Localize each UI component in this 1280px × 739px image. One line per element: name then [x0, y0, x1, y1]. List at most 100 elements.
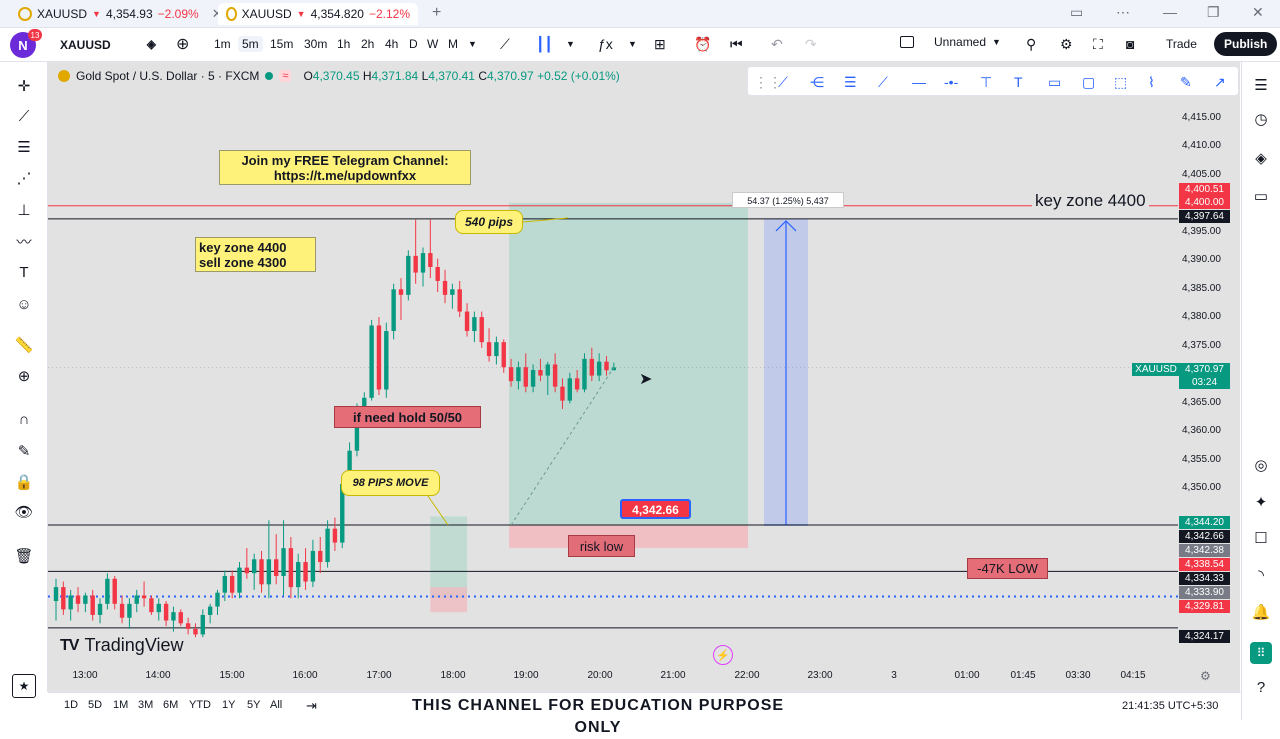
arrow-tool-icon[interactable]: ↗: [1214, 74, 1226, 90]
stream-icon[interactable]: ◝: [1258, 567, 1264, 584]
fib-retracement-icon[interactable]: ☰: [17, 139, 31, 156]
more-icon[interactable]: ⋯: [1116, 4, 1130, 20]
undo-icon[interactable]: ↶: [771, 36, 783, 52]
note-icon[interactable]: ▢: [1082, 74, 1096, 90]
range-6m[interactable]: 6M: [163, 699, 179, 711]
alerts-clock-icon[interactable]: ◷: [1254, 111, 1268, 128]
minimize-icon[interactable]: —: [1163, 4, 1177, 20]
clock-timezone[interactable]: 21:41:35 UTC+5:30: [1122, 700, 1219, 712]
timeframe-d[interactable]: D: [409, 37, 418, 51]
quick-search-icon[interactable]: ⚲: [1026, 36, 1037, 52]
layers-icon[interactable]: ◈: [1255, 150, 1267, 167]
trend-line-tool-icon[interactable]: ⟋: [778, 74, 788, 90]
candles-icon[interactable]: ┃┃: [536, 36, 553, 52]
chevron-down-icon[interactable]: ▼: [628, 39, 637, 49]
range-1m[interactable]: 1M: [113, 699, 129, 711]
help-icon[interactable]: ?: [1256, 678, 1266, 696]
timeframe-1m[interactable]: 1m: [214, 37, 231, 51]
line-chart-icon[interactable]: ⟋: [500, 36, 510, 52]
symbol-search-button[interactable]: XAUUSD ◈: [48, 33, 168, 57]
ruler-icon[interactable]: 📏: [14, 337, 34, 354]
range-3m[interactable]: 3M: [138, 699, 154, 711]
timeframe-4h[interactable]: 4h: [385, 37, 399, 51]
timeframe-15m[interactable]: 15m: [270, 37, 294, 51]
crosshair-icon[interactable]: ✛: [17, 78, 31, 95]
eye-icon[interactable]: 👁: [14, 504, 34, 521]
low-47k-note[interactable]: -47K LOW: [967, 558, 1048, 579]
redo-icon[interactable]: ↷: [805, 36, 817, 52]
alert-icon[interactable]: ⏰: [694, 36, 712, 52]
pitchfork-icon[interactable]: ⋲: [810, 74, 824, 90]
trash-icon[interactable]: 🗑: [14, 548, 34, 565]
chat-bubbles-icon[interactable]: ☐: [1254, 530, 1268, 547]
horizontal-line-icon[interactable]: —: [912, 74, 926, 90]
favorites-star-icon[interactable]: ★: [12, 674, 36, 698]
camera-icon[interactable]: ◙: [1126, 36, 1135, 52]
axis-settings-gear-icon[interactable]: ⚙: [1200, 669, 1211, 683]
lightning-icon[interactable]: ⚡: [713, 645, 733, 665]
target-icon[interactable]: ◎: [1254, 457, 1268, 474]
browser-tab-2[interactable]: XAUUSD ▼ 4,354.820 −2.12%: [218, 3, 418, 25]
range-ytd[interactable]: YTD: [189, 699, 211, 711]
telegram-note[interactable]: Join my FREE Telegram Channel: https://t…: [219, 150, 471, 185]
lock-drawing-icon[interactable]: ✎: [17, 443, 31, 460]
browser-tab-1[interactable]: XAUUSD ▼ 4,354.93 −2.09% ✕: [10, 3, 231, 25]
path-icon[interactable]: ⌇: [1148, 74, 1155, 90]
callout-icon[interactable]: ▭: [1048, 74, 1062, 90]
fib-icon[interactable]: ☰: [844, 74, 857, 90]
close-window-icon[interactable]: ✕: [1252, 4, 1264, 20]
keyzone-note[interactable]: key zone 4400 sell zone 4300: [195, 237, 316, 272]
brush-tool-icon[interactable]: ✎: [1180, 74, 1192, 90]
emoji-icon[interactable]: ☺: [16, 295, 32, 313]
range-5y[interactable]: 5Y: [247, 699, 261, 711]
key-zone-4400-label[interactable]: key zone 4400: [1032, 192, 1149, 209]
chat-icon[interactable]: ▭: [1253, 188, 1269, 205]
text-icon[interactable]: T: [19, 263, 29, 281]
timeframe-30m[interactable]: 30m: [304, 37, 328, 51]
close-tab-icon[interactable]: ✕: [212, 6, 223, 22]
vertical-line-icon[interactable]: ⊤: [980, 74, 993, 90]
entry-price-label[interactable]: 4,342.66: [620, 499, 691, 519]
range-1y[interactable]: 1Y: [222, 699, 236, 711]
layout-name-button[interactable]: Unnamed ▼: [900, 35, 1001, 49]
timeframe-m[interactable]: M: [448, 37, 458, 51]
hold-note[interactable]: if need hold 50/50: [334, 406, 481, 428]
notifications-icon[interactable]: 🔔: [1251, 604, 1271, 621]
restore-icon[interactable]: ❐: [1207, 4, 1220, 20]
brush-icon[interactable]: 〰: [16, 233, 32, 251]
chevron-down-icon[interactable]: ▼: [468, 39, 477, 49]
fullscreen-icon[interactable]: ⛶: [1093, 36, 1103, 52]
pips-540-callout[interactable]: 540 pips: [455, 210, 523, 234]
lock-icon[interactable]: 🔒: [14, 474, 34, 491]
drag-handle-icon[interactable]: ⋮⋮: [754, 74, 782, 90]
templates-icon[interactable]: ⊞: [654, 36, 666, 52]
screen-icon[interactable]: ▭: [1070, 4, 1084, 20]
apps-grid-icon[interactable]: ⠿: [1250, 642, 1272, 664]
timeframe-1h[interactable]: 1h: [337, 37, 351, 51]
publish-button[interactable]: Publish: [1214, 32, 1278, 56]
rectangle-icon[interactable]: ⬚: [1114, 74, 1128, 90]
range-1d[interactable]: 1D: [64, 699, 79, 711]
trend-line-icon[interactable]: ⟋: [18, 107, 30, 125]
watchlist-icon[interactable]: ☰: [1254, 77, 1268, 94]
chevron-down-icon[interactable]: ▼: [566, 39, 575, 49]
replay-icon[interactable]: ⏮: [730, 36, 743, 52]
magnet-icon[interactable]: ∩: [18, 410, 30, 428]
range-5d[interactable]: 5D: [88, 699, 103, 711]
timeframe-5m[interactable]: 5m: [238, 36, 263, 52]
indicators-icon[interactable]: ƒx: [598, 36, 613, 52]
chart-canvas[interactable]: [48, 62, 1240, 692]
long-position-icon[interactable]: ⊥: [17, 202, 31, 219]
date-range-icon[interactable]: ⇥: [306, 698, 317, 713]
new-tab-icon[interactable]: +: [432, 4, 442, 21]
timeframe-2h[interactable]: 2h: [361, 37, 375, 51]
trade-button[interactable]: Trade: [1166, 37, 1197, 51]
pattern-icon[interactable]: ⋰: [16, 170, 32, 187]
settings-gear-icon[interactable]: ⚙: [1060, 36, 1073, 52]
horizontal-ray-icon[interactable]: -•-: [944, 74, 959, 90]
ideas-icon[interactable]: ✦: [1254, 494, 1268, 511]
ray-icon[interactable]: ⟋: [878, 74, 888, 90]
pips-98-callout[interactable]: 98 PIPS MOVE: [341, 470, 440, 496]
compare-plus-icon[interactable]: ⊕: [176, 36, 190, 53]
chart-pane[interactable]: Gold Spot / U.S. Dollar · 5 · FXCM ≈ O4,…: [48, 62, 1240, 692]
